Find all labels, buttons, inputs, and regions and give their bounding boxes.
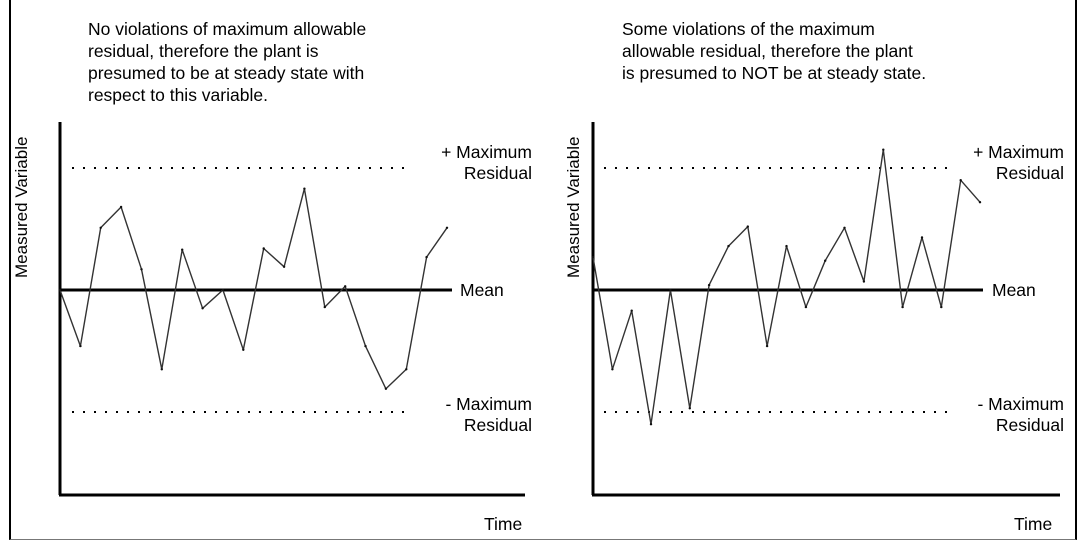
left-panel-caption: No violations of maximum allowable resid… (88, 19, 367, 105)
right-data-point (630, 309, 633, 312)
right-data-point (746, 225, 749, 228)
right-data-point (901, 305, 904, 309)
left-data-point (119, 205, 123, 209)
left-data-point (303, 187, 306, 190)
right-data-point (611, 368, 614, 371)
left-x-axis-label: Time (484, 514, 523, 534)
right-data-point (688, 407, 691, 410)
left-data-point (262, 247, 265, 250)
left-data-point (323, 305, 326, 309)
right-data-point (862, 280, 866, 283)
right-data-point (669, 288, 672, 292)
left-lower-limit-label: - Maximum Residual (445, 394, 532, 435)
right-data-point (591, 255, 595, 259)
left-data-point (364, 344, 367, 348)
right-data-point (785, 244, 788, 248)
right-data-point (940, 305, 943, 309)
right-data-point (843, 226, 846, 229)
right-data-point (649, 423, 653, 426)
right-upper-limit-label: + Maximum Residual (973, 142, 1064, 183)
right-data-point (920, 236, 924, 239)
left-data-point (160, 368, 163, 371)
left-data-series-line (59, 188, 448, 390)
left-data-point (344, 285, 347, 288)
left-data-point (384, 387, 388, 390)
left-data-point (58, 288, 62, 292)
left-data-point (79, 344, 82, 348)
left-data-point (242, 348, 245, 351)
right-mean-label: Mean (992, 280, 1036, 300)
left-data-point (221, 288, 225, 292)
left-data-point (140, 268, 143, 271)
right-data-point (804, 305, 808, 309)
left-data-point (201, 307, 204, 310)
right-x-axis-label: Time (1014, 514, 1053, 534)
right-data-point (765, 344, 769, 348)
left-mean-label: Mean (460, 280, 504, 300)
right-lower-limit-label: - Maximum Residual (977, 394, 1064, 435)
left-data-point (445, 226, 449, 229)
right-data-point (882, 148, 885, 151)
right-data-series-line (592, 149, 981, 425)
left-upper-limit-label: + Maximum Residual (441, 142, 532, 183)
left-data-point (99, 226, 102, 229)
right-data-point (978, 201, 982, 204)
figure-frame (9, 0, 1077, 540)
left-data-point (425, 255, 428, 259)
right-data-point (707, 283, 711, 287)
left-data-point (282, 265, 286, 268)
right-data-point (959, 179, 962, 182)
right-data-point (824, 259, 827, 262)
right-panel-caption: Some violations of the maximum allowable… (622, 19, 927, 83)
left-data-point (405, 368, 408, 371)
right-data-point (727, 244, 730, 248)
left-data-point (181, 248, 184, 251)
